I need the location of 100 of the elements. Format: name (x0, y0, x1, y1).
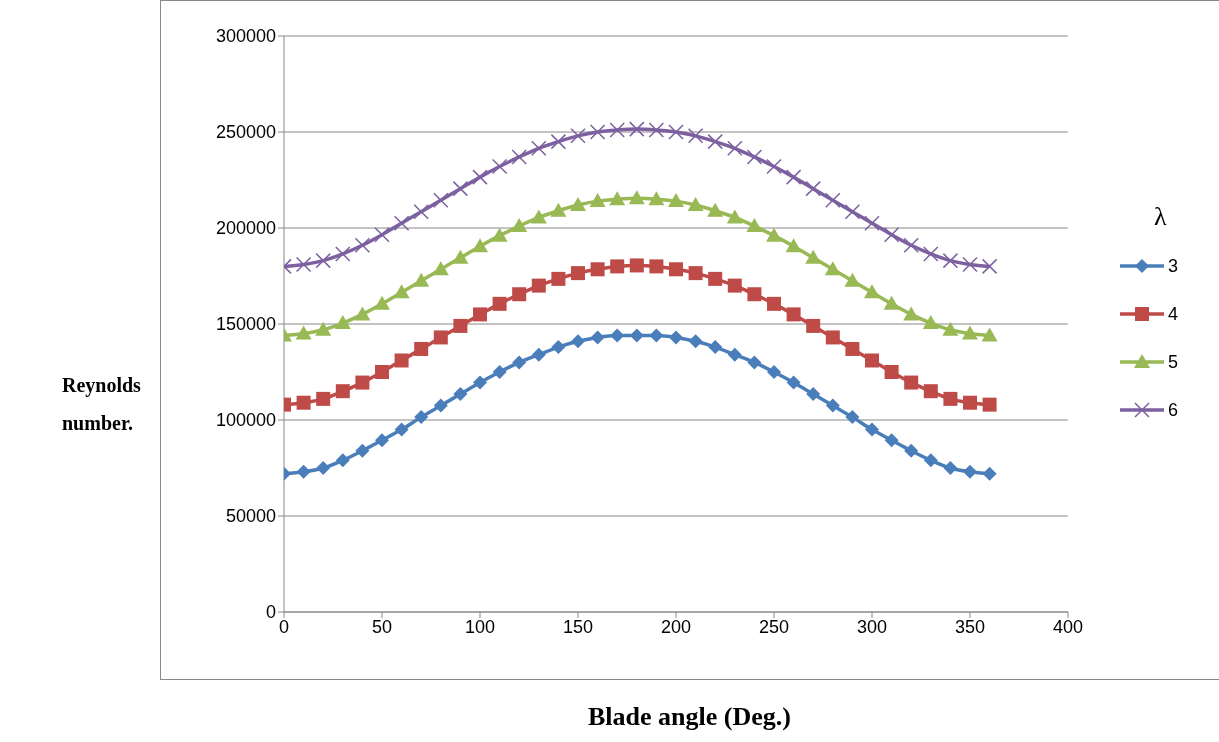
point (785, 238, 802, 253)
point (453, 318, 468, 333)
point (492, 365, 507, 379)
point (767, 296, 781, 311)
point (982, 466, 997, 481)
point (923, 246, 939, 262)
point (688, 266, 703, 281)
point (570, 196, 586, 211)
point (531, 140, 547, 157)
point (981, 258, 998, 275)
point (922, 315, 939, 330)
point (806, 387, 821, 402)
point (530, 209, 547, 224)
point (982, 397, 997, 412)
point (844, 203, 861, 220)
point (628, 190, 645, 205)
point (688, 334, 703, 349)
x-tick-label: 0 (278, 616, 290, 637)
point (609, 122, 625, 138)
point (335, 384, 350, 399)
point (394, 422, 409, 437)
point (962, 256, 978, 273)
legend-title: λ (1154, 202, 1168, 233)
point (904, 443, 919, 458)
point (531, 278, 546, 293)
point (374, 295, 390, 310)
point (923, 453, 938, 468)
x-tick-label: 150 (562, 616, 594, 637)
y-tick-label: 200000 (215, 218, 276, 239)
point (472, 169, 488, 185)
point (590, 262, 605, 277)
point (414, 410, 429, 425)
point (923, 384, 938, 399)
point (864, 284, 880, 299)
legend-label: 4 (1168, 303, 1179, 325)
point (649, 259, 664, 274)
point (414, 341, 429, 356)
point (473, 375, 487, 390)
point (942, 252, 959, 269)
point (335, 453, 350, 468)
y-tick-label: 100000 (215, 410, 276, 431)
point (590, 330, 605, 345)
point (648, 122, 665, 138)
point (433, 398, 448, 413)
point (884, 433, 899, 448)
point (865, 422, 879, 437)
legend-label: 5 (1168, 351, 1179, 373)
point (511, 218, 528, 233)
point (295, 325, 312, 340)
point (589, 124, 606, 140)
point (825, 192, 841, 208)
point (981, 327, 998, 342)
point (413, 272, 430, 287)
point (512, 355, 527, 370)
point (707, 133, 723, 150)
point (472, 238, 488, 253)
point (354, 306, 371, 321)
point (296, 464, 311, 479)
point (335, 246, 351, 262)
point (669, 262, 683, 277)
point (432, 261, 449, 276)
point (610, 259, 625, 274)
point (609, 191, 626, 206)
point (864, 215, 880, 231)
y-tick-label: 150000 (215, 314, 276, 335)
point (393, 284, 410, 299)
point (511, 149, 527, 165)
y-tick-label: 250000 (215, 122, 276, 143)
point (550, 133, 567, 150)
point (512, 287, 527, 302)
point (629, 258, 644, 273)
point (629, 328, 644, 343)
point (845, 341, 860, 356)
point (473, 307, 487, 322)
point (629, 121, 645, 137)
point (394, 353, 409, 368)
point (334, 315, 351, 330)
point (805, 180, 821, 197)
point (746, 218, 763, 233)
point (393, 215, 410, 231)
point (453, 387, 468, 402)
point (903, 237, 919, 254)
point (727, 347, 742, 362)
point (452, 180, 469, 197)
point (825, 330, 840, 345)
point (669, 330, 683, 345)
y-axis-title: Reynolds number. (62, 373, 142, 436)
point (531, 347, 546, 362)
point (766, 158, 782, 175)
point (315, 252, 331, 269)
y-tick-label: 50000 (225, 506, 276, 527)
point (295, 256, 312, 273)
point (316, 461, 331, 475)
point (785, 169, 802, 185)
point (354, 237, 371, 254)
legend-label: 3 (1168, 255, 1179, 277)
point (610, 328, 625, 343)
point (707, 202, 724, 217)
point (649, 328, 664, 343)
point (708, 271, 723, 286)
